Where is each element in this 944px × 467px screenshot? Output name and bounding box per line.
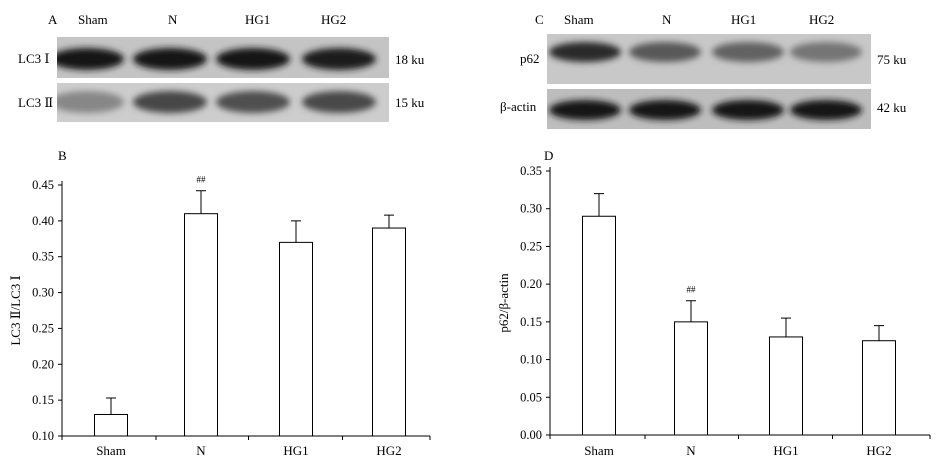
significance-label: ## xyxy=(197,175,207,185)
y-tick-label: 0.30 xyxy=(520,202,542,216)
y-tick-label: 0.40 xyxy=(32,214,54,228)
blot-band-1-3 xyxy=(790,100,862,120)
panel-c-row2-label: β-actin xyxy=(500,99,537,114)
x-tick-label: Sham xyxy=(584,443,614,458)
bar xyxy=(94,413,128,437)
x-tick-label: HG2 xyxy=(376,443,401,458)
panel-letter: B xyxy=(58,148,67,163)
x-tick-label: N xyxy=(196,443,206,458)
blot-band-0-0 xyxy=(549,42,621,62)
y-tick-label: 0.25 xyxy=(32,321,54,335)
y-tick-label: 0.15 xyxy=(32,393,54,407)
blot-band-0-2 xyxy=(712,42,784,62)
panel-a-blot xyxy=(57,37,389,122)
panel-c-row1-size: 75 ku xyxy=(877,52,907,67)
y-axis-label: p62/β-actin xyxy=(496,273,511,333)
bar xyxy=(582,215,616,436)
x-tick-label: HG1 xyxy=(283,443,308,458)
x-tick-label: HG1 xyxy=(773,443,798,458)
panel-a-row2-label: LC3 Ⅱ xyxy=(18,95,54,110)
panel-c-row2-size: 42 ku xyxy=(877,100,907,115)
x-tick-label: N xyxy=(686,443,696,458)
bar xyxy=(862,340,896,436)
bar xyxy=(184,213,218,437)
blot-band-0-3 xyxy=(302,48,376,70)
y-tick-label: 0.00 xyxy=(520,428,542,442)
panel-c-lane-hg1: HG1 xyxy=(731,12,757,27)
x-tick-label: HG2 xyxy=(866,443,891,458)
blot-band-1-3 xyxy=(302,91,376,113)
bar xyxy=(279,241,313,437)
panel-c-lane-n: N xyxy=(662,12,672,27)
panel-c-row1-label: p62 xyxy=(520,51,540,66)
x-tick-label: Sham xyxy=(96,443,126,458)
y-tick-label: 0.30 xyxy=(32,286,54,300)
panel-c-lane-hg2: HG2 xyxy=(809,12,835,27)
y-tick-label: 0.05 xyxy=(520,390,542,404)
bar xyxy=(674,321,708,436)
y-tick-label: 0.15 xyxy=(520,315,542,329)
blot-band-0-0 xyxy=(57,48,124,70)
blot-band-1-2 xyxy=(216,91,290,113)
panel-a-lane-hg2: HG2 xyxy=(321,12,347,27)
blot-band-1-2 xyxy=(712,100,784,120)
panel-c-blot xyxy=(547,34,871,129)
panel-a-row1-size: 18 ku xyxy=(395,52,425,67)
y-tick-label: 0.35 xyxy=(32,250,54,264)
y-tick-label: 0.10 xyxy=(32,429,54,443)
y-tick-label: 0.10 xyxy=(520,353,542,367)
blot-band-0-3 xyxy=(790,42,862,62)
panel-letter: D xyxy=(544,148,553,163)
panel-a-lane-n: N xyxy=(168,12,178,27)
panel-a-letter: A xyxy=(48,12,58,27)
y-tick-label: 0.45 xyxy=(32,178,54,192)
panel-a-row2-size: 15 ku xyxy=(395,95,425,110)
panel-a-lane-hg1: HG1 xyxy=(245,12,271,27)
y-tick-label: 0.35 xyxy=(520,164,542,178)
blot-band-1-0 xyxy=(549,100,621,120)
y-tick-label: 0.25 xyxy=(520,239,542,253)
panel-c-letter: C xyxy=(535,12,544,27)
bar xyxy=(372,227,406,437)
significance-label: ## xyxy=(687,285,697,295)
panel-a-row1-label: LC3 Ⅰ xyxy=(18,51,50,66)
blot-band-1-0 xyxy=(57,91,124,113)
blot-band-0-1 xyxy=(629,42,701,62)
y-axis-label: LC3 Ⅱ/LC3 Ⅰ xyxy=(8,275,23,345)
chart-d: D 0.00 0.05 0.10 0.15 0.20 0.25 0.30 0.35 Sham N HG… xyxy=(496,148,931,458)
blot-band-0-1 xyxy=(133,48,207,70)
y-tick-label: 0.20 xyxy=(32,357,54,371)
blot-band-1-1 xyxy=(133,91,207,113)
panel-a-lane-sham: Sham xyxy=(78,12,108,27)
bar xyxy=(769,336,803,436)
blot-band-0-2 xyxy=(216,48,290,70)
y-tick-label: 0.20 xyxy=(520,277,542,291)
panel-c-lane-sham: Sham xyxy=(564,12,594,27)
blot-band-1-1 xyxy=(629,100,701,120)
chart-b: B 0.10 0.15 0.20 0.25 0.30 0.35 0.40 0.45 Sham N HG… xyxy=(8,148,431,458)
